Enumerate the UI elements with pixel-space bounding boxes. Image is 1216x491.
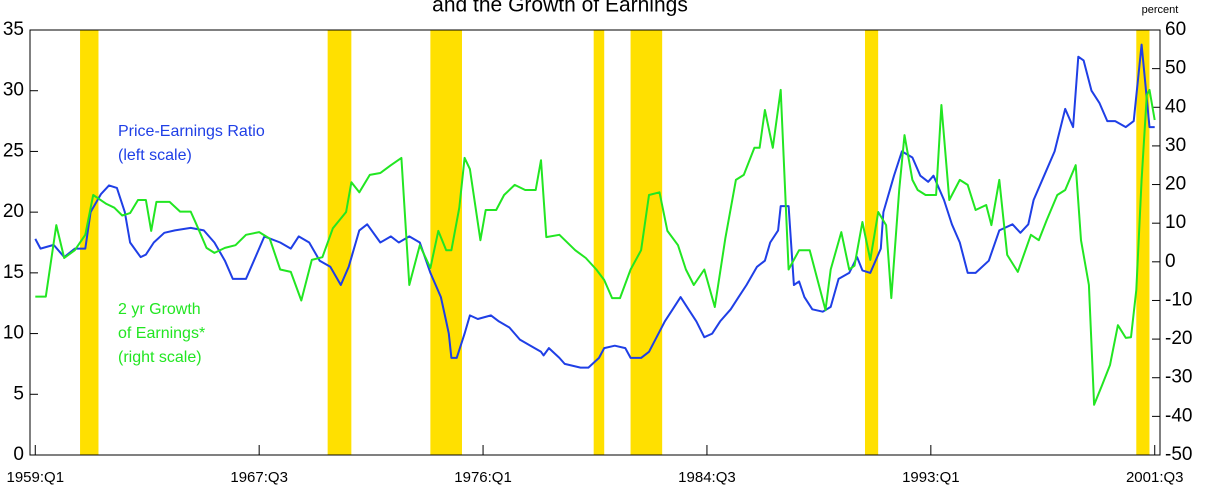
y2-tick-label: 40 bbox=[1165, 96, 1186, 117]
y2-tick-label: 20 bbox=[1165, 174, 1186, 195]
y-tick-label: 15 bbox=[3, 262, 24, 283]
y2-tick-label: 50 bbox=[1165, 58, 1186, 79]
y2-tick-label: -10 bbox=[1165, 289, 1192, 310]
y-tick-label: 10 bbox=[3, 323, 24, 344]
y-tick-label: 20 bbox=[3, 201, 24, 222]
y-tick-label: 5 bbox=[13, 383, 24, 404]
shaded-period bbox=[593, 30, 605, 455]
chart-title: and the Growth of Earnings bbox=[432, 0, 688, 17]
series-label: of Earnings* bbox=[118, 325, 205, 342]
y2-tick-label: 0 bbox=[1165, 251, 1176, 272]
y2-tick-label: 60 bbox=[1165, 19, 1186, 40]
y-tick-label: 25 bbox=[3, 140, 24, 161]
shaded-period bbox=[327, 30, 352, 455]
shaded-period bbox=[80, 30, 99, 455]
series-label: Price-Earnings Ratio bbox=[118, 123, 265, 140]
y2-tick-label: 10 bbox=[1165, 212, 1186, 233]
y2-tick-label: -50 bbox=[1165, 444, 1192, 465]
series-label: (right scale) bbox=[118, 349, 202, 366]
shaded-period bbox=[864, 30, 879, 455]
shaded-period bbox=[630, 30, 663, 455]
y2-tick-label: -40 bbox=[1165, 405, 1192, 426]
y-tick-label: 35 bbox=[3, 19, 24, 40]
y-tick-label: 0 bbox=[13, 444, 24, 465]
shaded-period bbox=[1136, 30, 1150, 455]
x-tick-label: 1959:Q1 bbox=[6, 469, 64, 486]
x-tick-label: 1984:Q3 bbox=[678, 469, 736, 486]
x-tick-label: 1976:Q1 bbox=[454, 469, 512, 486]
series-label: (left scale) bbox=[118, 147, 192, 164]
series-line bbox=[35, 88, 1156, 406]
y2-tick-label: -20 bbox=[1165, 328, 1192, 349]
y2-tick-label: 30 bbox=[1165, 135, 1186, 156]
x-tick-label: 1993:Q1 bbox=[902, 469, 960, 486]
y-tick-label: 30 bbox=[3, 80, 24, 101]
plot-frame bbox=[29, 29, 1161, 456]
x-tick-label: 2001:Q3 bbox=[1126, 469, 1184, 486]
series-line bbox=[34, 43, 1155, 369]
x-tick-label: 1967:Q3 bbox=[230, 469, 288, 486]
y2-tick-label: -30 bbox=[1165, 367, 1192, 388]
y2-unit-label: percent bbox=[1142, 4, 1179, 16]
series-label: 2 yr Growth bbox=[118, 301, 201, 318]
